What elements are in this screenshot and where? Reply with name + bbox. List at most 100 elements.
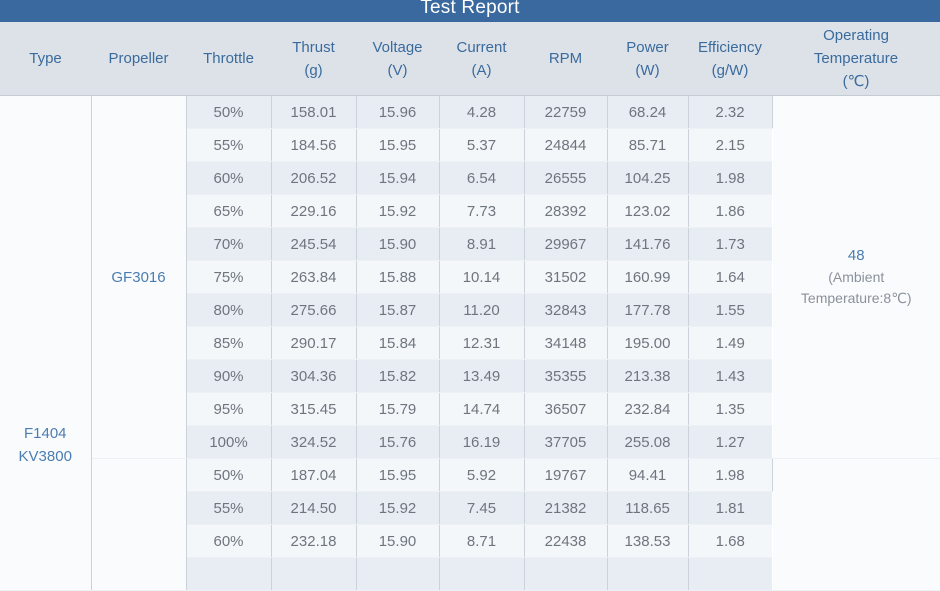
cell-throttle: 60% bbox=[186, 162, 271, 195]
cell-throttle: 50% bbox=[186, 96, 271, 129]
propeller-cell bbox=[91, 459, 186, 591]
cell-power: 195.00 bbox=[607, 327, 688, 360]
cell-current: 6.54 bbox=[439, 162, 524, 195]
cell-rpm: 24844 bbox=[524, 129, 607, 162]
cell-power: 255.08 bbox=[607, 426, 688, 459]
cell-rpm: 36507 bbox=[524, 393, 607, 426]
cell-efficiency: 1.35 bbox=[688, 393, 772, 426]
cell-current: 10.14 bbox=[439, 261, 524, 294]
cell-throttle: 85% bbox=[186, 327, 271, 360]
cell-rpm: 32843 bbox=[524, 294, 607, 327]
cell-power: 118.65 bbox=[607, 492, 688, 525]
cell-rpm: 37705 bbox=[524, 426, 607, 459]
cell-voltage: 15.95 bbox=[356, 129, 439, 162]
cell-thrust: 304.36 bbox=[271, 360, 356, 393]
operating-temperature-cell bbox=[772, 459, 940, 591]
cell-voltage: 15.79 bbox=[356, 393, 439, 426]
cell-current: 14.74 bbox=[439, 393, 524, 426]
cell-efficiency bbox=[688, 558, 772, 591]
cell-efficiency: 1.43 bbox=[688, 360, 772, 393]
cell-voltage: 15.82 bbox=[356, 360, 439, 393]
cell-efficiency: 1.81 bbox=[688, 492, 772, 525]
cell-thrust: 158.01 bbox=[271, 96, 356, 129]
cell-power: 94.41 bbox=[607, 459, 688, 492]
cell-current bbox=[439, 558, 524, 591]
column-header-propeller: Propeller bbox=[91, 22, 186, 96]
cell-rpm: 31502 bbox=[524, 261, 607, 294]
cell-efficiency: 1.86 bbox=[688, 195, 772, 228]
cell-rpm: 21382 bbox=[524, 492, 607, 525]
column-header-rpm: RPM bbox=[524, 22, 607, 96]
cell-throttle: 80% bbox=[186, 294, 271, 327]
cell-current: 8.91 bbox=[439, 228, 524, 261]
report-title: Test Report bbox=[420, 0, 519, 21]
cell-thrust: 315.45 bbox=[271, 393, 356, 426]
cell-current: 5.37 bbox=[439, 129, 524, 162]
cell-rpm: 34148 bbox=[524, 327, 607, 360]
cell-efficiency: 1.27 bbox=[688, 426, 772, 459]
column-header-type: Type bbox=[0, 22, 91, 96]
cell-thrust: 184.56 bbox=[271, 129, 356, 162]
cell-power bbox=[607, 558, 688, 591]
cell-throttle bbox=[186, 558, 271, 591]
cell-thrust bbox=[271, 558, 356, 591]
cell-voltage: 15.84 bbox=[356, 327, 439, 360]
column-header-throttle: Throttle bbox=[186, 22, 271, 96]
cell-current: 5.92 bbox=[439, 459, 524, 492]
cell-voltage: 15.76 bbox=[356, 426, 439, 459]
cell-throttle: 70% bbox=[186, 228, 271, 261]
cell-rpm: 29967 bbox=[524, 228, 607, 261]
cell-efficiency: 1.49 bbox=[688, 327, 772, 360]
cell-rpm: 35355 bbox=[524, 360, 607, 393]
cell-power: 85.71 bbox=[607, 129, 688, 162]
cell-rpm: 19767 bbox=[524, 459, 607, 492]
cell-rpm bbox=[524, 558, 607, 591]
cell-voltage: 15.87 bbox=[356, 294, 439, 327]
cell-throttle: 100% bbox=[186, 426, 271, 459]
cell-power: 141.76 bbox=[607, 228, 688, 261]
cell-thrust: 290.17 bbox=[271, 327, 356, 360]
cell-current: 16.19 bbox=[439, 426, 524, 459]
ambient-temperature-note: (Ambient Temperature:8℃) bbox=[781, 267, 931, 309]
cell-thrust: 263.84 bbox=[271, 261, 356, 294]
cell-efficiency: 1.73 bbox=[688, 228, 772, 261]
temperature-value: 48 bbox=[773, 245, 940, 267]
column-header-efficiency: Efficiency(g/W) bbox=[688, 22, 772, 96]
cell-voltage: 15.90 bbox=[356, 525, 439, 558]
cell-current: 7.73 bbox=[439, 195, 524, 228]
column-header-current: Current(A) bbox=[439, 22, 524, 96]
cell-voltage: 15.90 bbox=[356, 228, 439, 261]
cell-thrust: 214.50 bbox=[271, 492, 356, 525]
cell-power: 123.02 bbox=[607, 195, 688, 228]
cell-rpm: 28392 bbox=[524, 195, 607, 228]
cell-voltage: 15.92 bbox=[356, 492, 439, 525]
cell-voltage: 15.95 bbox=[356, 459, 439, 492]
cell-current: 4.28 bbox=[439, 96, 524, 129]
cell-power: 104.25 bbox=[607, 162, 688, 195]
column-header-thrust: Thrust(g) bbox=[271, 22, 356, 96]
cell-efficiency: 1.64 bbox=[688, 261, 772, 294]
column-header-voltage: Voltage(V) bbox=[356, 22, 439, 96]
cell-rpm: 22759 bbox=[524, 96, 607, 129]
column-header-power: Power(W) bbox=[607, 22, 688, 96]
cell-thrust: 275.66 bbox=[271, 294, 356, 327]
cell-voltage: 15.92 bbox=[356, 195, 439, 228]
cell-throttle: 50% bbox=[186, 459, 271, 492]
cell-current: 12.31 bbox=[439, 327, 524, 360]
cell-efficiency: 1.68 bbox=[688, 525, 772, 558]
cell-voltage: 15.96 bbox=[356, 96, 439, 129]
cell-current: 11.20 bbox=[439, 294, 524, 327]
operating-temperature-cell: 48(Ambient Temperature:8℃) bbox=[772, 96, 940, 459]
cell-power: 232.84 bbox=[607, 393, 688, 426]
cell-thrust: 232.18 bbox=[271, 525, 356, 558]
cell-power: 138.53 bbox=[607, 525, 688, 558]
cell-rpm: 22438 bbox=[524, 525, 607, 558]
cell-efficiency: 1.55 bbox=[688, 294, 772, 327]
